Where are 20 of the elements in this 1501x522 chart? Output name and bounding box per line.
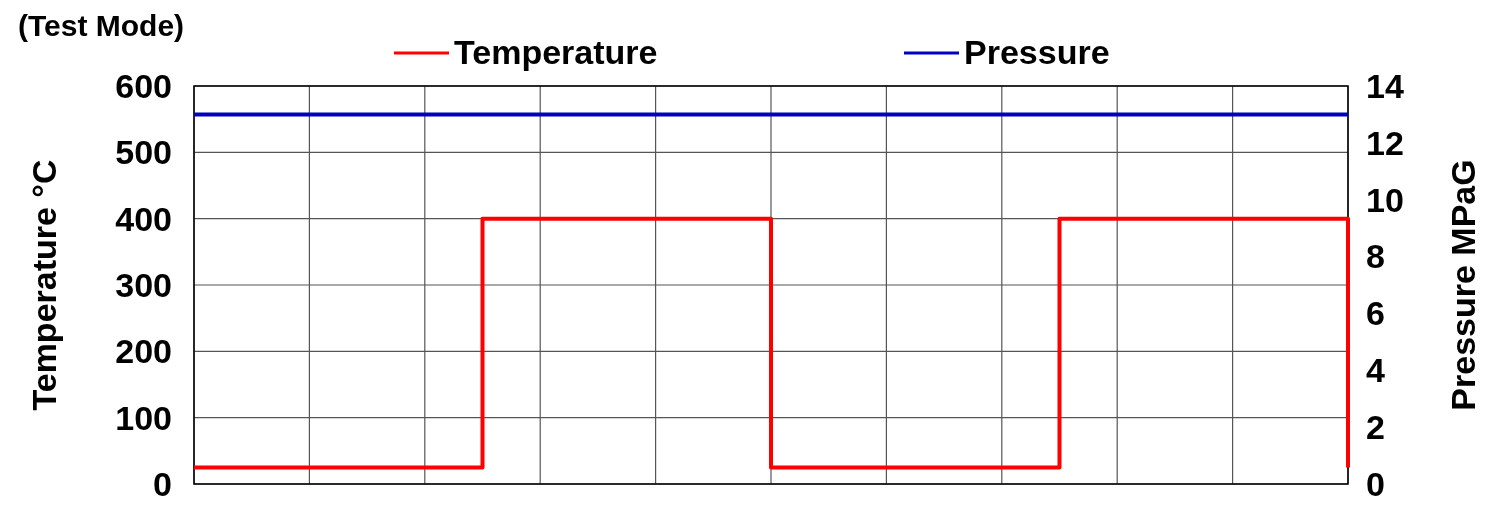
y-tick-label: 500	[115, 133, 172, 172]
y2-tick-label: 6	[1366, 294, 1385, 333]
y-tick-label: 400	[115, 199, 172, 238]
y-tick-label: 0	[153, 464, 172, 503]
y2-tick-label: 8	[1366, 237, 1385, 276]
y2-tick-label: 10	[1366, 180, 1404, 219]
y-tick-label: 600	[115, 66, 172, 105]
y-tick-label: 300	[115, 265, 172, 304]
y-axis-title: Temperature °C	[25, 159, 63, 411]
chart-title: (Test Mode)	[18, 9, 185, 42]
y2-tick-label: 2	[1366, 408, 1385, 447]
legend-label: Pressure	[964, 33, 1110, 71]
y2-tick-label: 0	[1366, 464, 1385, 503]
y2-tick-label: 4	[1366, 351, 1385, 390]
y2-tick-label: 12	[1366, 123, 1404, 162]
y-tick-label: 100	[115, 398, 172, 437]
y2-tick-label: 14	[1366, 66, 1404, 105]
legend-label: Temperature	[454, 33, 658, 71]
y-tick-label: 200	[115, 332, 172, 371]
y2-axis-title: Pressure MPaG	[1444, 159, 1482, 411]
